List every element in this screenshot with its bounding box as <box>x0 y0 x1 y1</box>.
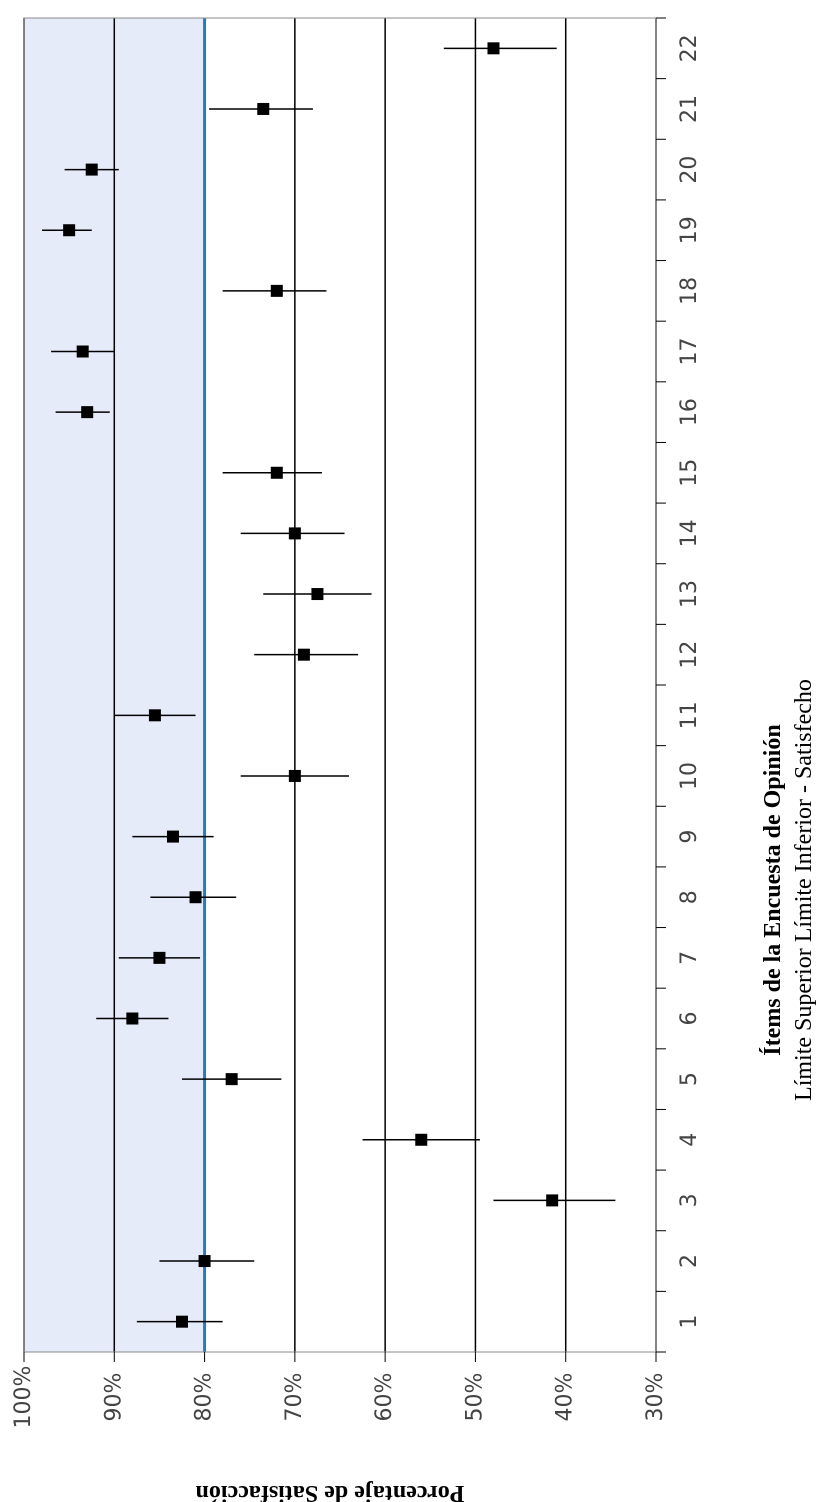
marker-21 <box>257 102 270 115</box>
marker-7 <box>153 951 166 964</box>
marker-9 <box>166 830 179 843</box>
x-tick-label: 16 <box>677 398 702 426</box>
x-tick-label: 20 <box>677 156 702 184</box>
y-tick-label: 30% <box>643 1373 668 1422</box>
marker-13 <box>311 588 324 601</box>
y-tick-label: 100% <box>11 1366 36 1429</box>
x-tick-label: 17 <box>677 338 702 366</box>
x-tick-label: 5 <box>677 1072 702 1086</box>
x-tick-label: 13 <box>677 580 702 608</box>
marker-8 <box>189 891 202 904</box>
marker-2 <box>198 1255 211 1268</box>
x-tick-label: 21 <box>677 95 702 123</box>
y-tick-label: 80% <box>192 1373 217 1422</box>
x-tick-label: 9 <box>677 830 702 844</box>
y-ticks: 100% 90% 80% 70% 60% 50% 40% 30% <box>11 1352 668 1428</box>
y-tick-label: 50% <box>462 1373 487 1422</box>
y-tick-label: 60% <box>372 1373 397 1422</box>
y-tick-label: 90% <box>101 1373 126 1422</box>
marker-22 <box>487 42 500 55</box>
marker-12 <box>297 648 310 661</box>
marker-19 <box>63 224 76 237</box>
marker-20 <box>85 163 98 176</box>
x-tick-label: 1 <box>677 1315 702 1329</box>
x-tick-label: 10 <box>677 762 702 790</box>
x-tick-label: 11 <box>677 701 702 729</box>
x-tick-label: 19 <box>677 216 702 244</box>
marker-16 <box>81 406 94 419</box>
x-tick-label: 8 <box>677 890 702 904</box>
y-axis-title: Porcentaje de Satisfacción <box>196 1480 465 1502</box>
x-tick-label: 14 <box>677 519 702 547</box>
y-tick-label: 70% <box>282 1373 307 1422</box>
marker-10 <box>288 769 301 782</box>
x-tick-label: 7 <box>677 951 702 965</box>
marker-17 <box>76 345 89 358</box>
marker-15 <box>270 466 283 479</box>
x-tick-label: 15 <box>677 459 702 487</box>
marker-3 <box>546 1194 559 1207</box>
marker-11 <box>148 709 161 722</box>
marker-14 <box>288 527 301 540</box>
marker-5 <box>225 1073 238 1086</box>
marker-1 <box>176 1315 188 1328</box>
x-tick-label: 12 <box>677 641 702 669</box>
x-tick-label: 2 <box>677 1254 702 1268</box>
x-tick-label: 4 <box>677 1133 702 1147</box>
x-axis-title: Ítems de la Encuesta de Opinión <box>760 724 786 1055</box>
x-tick-label: 18 <box>677 277 702 305</box>
y-tick-label: 40% <box>553 1373 578 1422</box>
marker-4 <box>415 1133 428 1146</box>
markers <box>63 42 559 1328</box>
legend-subtitle: Límite Superior Límite Inferior - Satisf… <box>791 679 817 1101</box>
x-tick-label: 6 <box>677 1012 702 1026</box>
x-tick-label: 3 <box>677 1193 702 1207</box>
marker-6 <box>126 1012 139 1025</box>
marker-18 <box>270 284 283 297</box>
x-tick-label: 22 <box>677 34 702 62</box>
